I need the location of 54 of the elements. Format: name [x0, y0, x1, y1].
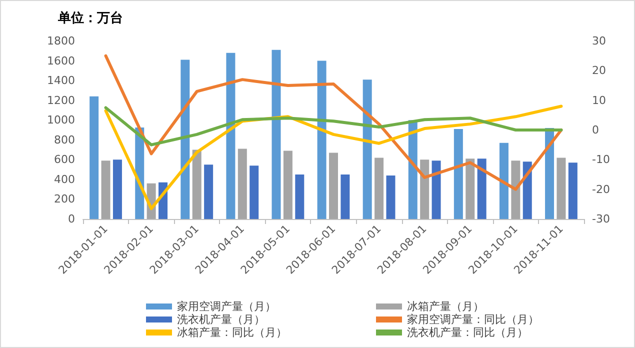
- bar: [362, 80, 372, 219]
- y-tick-label: 800: [54, 133, 75, 146]
- legend-label: 家用空调产量：同比（月）: [407, 313, 539, 326]
- chart-title: 单位：万台: [57, 10, 123, 26]
- y2-tick-label: 10: [592, 94, 606, 107]
- bar: [283, 150, 292, 219]
- y2-tick-label: 0: [592, 124, 599, 136]
- bar: [499, 142, 508, 219]
- y-tick-label: 600: [54, 153, 75, 166]
- legend-label: 家用空调产量（月）: [177, 300, 276, 313]
- bar: [192, 150, 202, 219]
- bar: [556, 158, 566, 219]
- bar: [238, 148, 247, 219]
- line-series: [104, 54, 563, 191]
- bar: [250, 166, 259, 219]
- y-tick-label: 1800: [47, 34, 75, 48]
- bar: [522, 162, 532, 219]
- y2-tick-label: -30: [592, 212, 610, 226]
- y-tick-label: 1400: [47, 74, 75, 88]
- bar: [329, 152, 338, 219]
- bar: [432, 160, 441, 219]
- bar: [386, 175, 396, 219]
- bar: [568, 162, 578, 219]
- y-tick-label: 200: [54, 192, 75, 206]
- bar: [90, 96, 99, 219]
- legend-label: 洗衣机产量（月）: [177, 313, 265, 326]
- bar: [226, 52, 236, 219]
- y-tick-label: 1200: [47, 94, 75, 107]
- y-tick-label: 1000: [47, 114, 75, 127]
- bar: [477, 158, 486, 219]
- y-tick-label: 1600: [47, 54, 75, 68]
- bar: [101, 160, 110, 219]
- y-tick-label: 400: [54, 172, 75, 186]
- bar: [340, 174, 350, 219]
- legend-label: 冰箱产量（月）: [407, 300, 484, 313]
- y2-tick-label: 30: [592, 34, 606, 48]
- bar: [295, 174, 304, 219]
- bar: [511, 160, 520, 219]
- bar: [112, 160, 122, 219]
- bar: [272, 50, 281, 219]
- bar: [317, 60, 326, 219]
- y2-tick-label: 20: [592, 64, 606, 78]
- bar: [420, 160, 430, 219]
- bar: [204, 164, 214, 219]
- y2-tick-label: -20: [592, 182, 610, 196]
- bar: [466, 158, 475, 219]
- bar: [180, 60, 190, 219]
- y2-tick-label: -10: [592, 153, 610, 166]
- legend-label: 冰箱产量：同比（月）: [177, 326, 287, 339]
- line-series: [104, 106, 563, 146]
- bar: [374, 158, 384, 219]
- bar: [454, 129, 463, 219]
- legend-label: 洗衣机产量：同比（月）: [407, 326, 528, 339]
- y-tick-label: 0: [68, 212, 75, 226]
